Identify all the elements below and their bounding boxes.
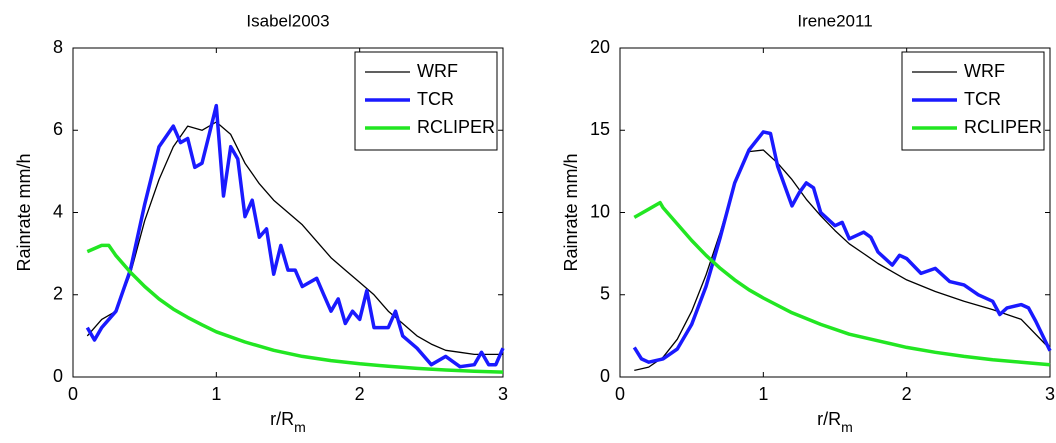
- legend-label: WRF: [417, 61, 458, 81]
- y-tick-label: 20: [590, 37, 610, 57]
- x-tick-label: 1: [211, 384, 221, 404]
- subplot: Isabel2003 0 2 4 6 8 0 1 2 3 r/Rm Rainrate mm/h WRF T…: [14, 11, 508, 434]
- series-line: [634, 149, 1051, 372]
- x-tick-label: 3: [1045, 384, 1055, 404]
- legend-label: RCLIPER: [417, 117, 495, 137]
- x-axis-label: r/Rm: [270, 409, 306, 435]
- subplot-title: Isabel2003: [246, 11, 329, 30]
- series-line: [86, 243, 504, 374]
- y-tick-label: 8: [53, 37, 63, 57]
- series-line: [86, 121, 503, 356]
- x-tick-label: 0: [615, 384, 625, 404]
- x-tick-label: 2: [902, 384, 912, 404]
- y-tick-label: 10: [590, 201, 610, 221]
- legend-label: RCLIPER: [964, 117, 1042, 137]
- x-label-subscript: m: [841, 419, 853, 435]
- legend-label: WRF: [964, 61, 1005, 81]
- x-label-main: r/R: [270, 409, 294, 429]
- x-label-subscript: m: [294, 419, 306, 435]
- x-axis-label: r/Rm: [817, 409, 853, 435]
- x-tick-label: 2: [355, 384, 365, 404]
- y-tick-label: 0: [53, 366, 63, 386]
- y-tick-label: 2: [53, 284, 63, 304]
- legend-label: TCR: [964, 89, 1001, 109]
- y-axis-label: Rainrate mm/h: [561, 153, 581, 271]
- y-tick-label: 5: [600, 284, 610, 304]
- subplot: Irene2011 0 5 10 15 20 0 1 2 3 r/Rm Rainrate mm/h WR…: [561, 11, 1055, 434]
- y-axis-label: Rainrate mm/h: [14, 153, 34, 271]
- series-line: [633, 200, 1051, 367]
- y-tick-label: 6: [53, 119, 63, 139]
- y-tick-label: 15: [590, 119, 610, 139]
- x-tick-label: 0: [68, 384, 78, 404]
- x-label-main: r/R: [817, 409, 841, 429]
- x-tick-label: 1: [758, 384, 768, 404]
- y-tick-label: 4: [53, 201, 63, 221]
- y-tick-label: 0: [600, 366, 610, 386]
- x-tick-label: 3: [498, 384, 508, 404]
- legend-label: TCR: [417, 89, 454, 109]
- subplot-title: Irene2011: [797, 11, 872, 30]
- series-line: [85, 103, 505, 369]
- series-line: [632, 130, 1052, 364]
